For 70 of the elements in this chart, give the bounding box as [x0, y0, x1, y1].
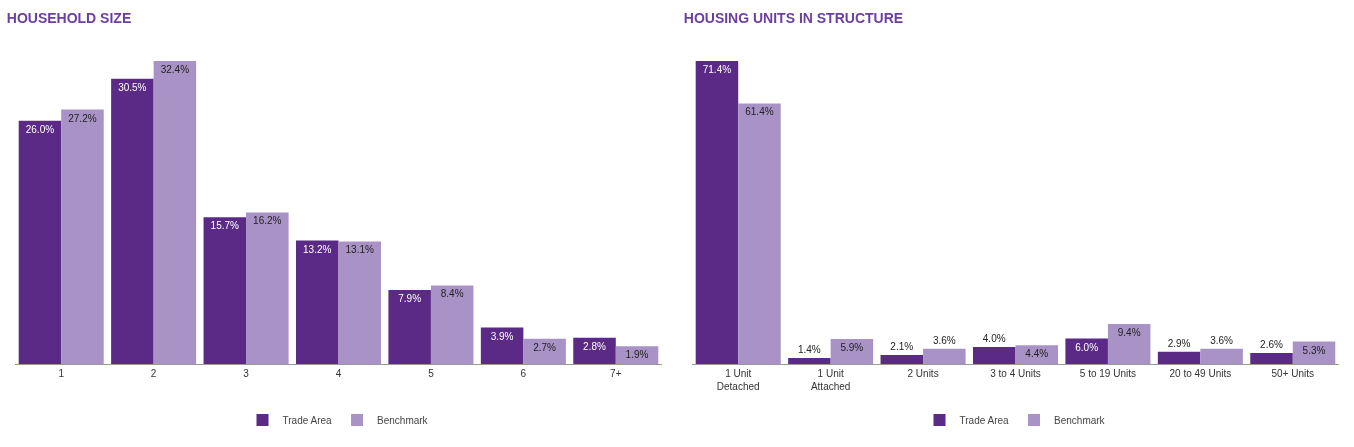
bar	[923, 348, 966, 364]
bar	[338, 241, 382, 364]
bar	[695, 60, 739, 364]
data-label: 2.7%	[533, 341, 557, 353]
data-label: 3.9%	[490, 330, 514, 342]
data-label: 9.4%	[1117, 327, 1141, 339]
bar	[1157, 351, 1201, 364]
bar	[246, 212, 289, 364]
data-label: 2.1%	[890, 341, 914, 353]
legend-label: Trade Area	[959, 414, 1010, 426]
data-label: 3.6%	[1210, 334, 1234, 346]
x-tick-label: 1	[58, 368, 65, 379]
x-tick-label: 7+	[610, 368, 622, 379]
data-label: 71.4%	[702, 63, 732, 75]
x-tick-label: 3 to 4 Units	[990, 368, 1041, 379]
x-tick-label: 20 to 49 Units	[1169, 368, 1232, 379]
legend-label: Trade Area	[282, 414, 333, 426]
bar	[1200, 348, 1243, 364]
bar	[1107, 324, 1151, 364]
x-tick-label: 1 Unit Detached	[716, 368, 760, 392]
x-tick-label: 4	[335, 368, 342, 379]
data-label: 4.0%	[982, 333, 1006, 345]
chart-title: HOUSEHOLD SIZE	[6, 10, 132, 27]
chart-title: HOUSING UNITS IN STRUCTURE	[683, 10, 904, 27]
data-label: 4.4%	[1025, 348, 1049, 360]
bar	[388, 290, 431, 364]
bar	[738, 103, 781, 364]
x-tick-label: 50+ Units	[1271, 368, 1315, 379]
data-label: 16.2%	[253, 215, 282, 227]
x-tick-label: 1 Unit Attached	[810, 368, 851, 392]
bar	[111, 78, 154, 364]
x-tick-label: 3	[243, 368, 250, 379]
data-label: 26.0%	[25, 123, 55, 135]
data-label: 61.4%	[745, 106, 774, 118]
data-label: 6.0%	[1075, 341, 1099, 353]
x-tick-label: 6	[520, 368, 527, 379]
data-label: 2.8%	[583, 340, 606, 352]
bar	[480, 327, 524, 364]
data-label: 15.7%	[210, 220, 240, 232]
data-label: 30.5%	[118, 81, 147, 93]
data-label: 13.1%	[345, 244, 374, 256]
bar	[203, 217, 247, 364]
bar	[153, 60, 197, 364]
data-label: 5.3%	[1302, 344, 1326, 356]
legend-label: Benchmark	[1054, 414, 1106, 426]
data-label: 32.4%	[160, 63, 190, 75]
data-label: 7.9%	[398, 293, 422, 305]
data-label: 2.6%	[1260, 338, 1283, 350]
bar	[61, 109, 104, 364]
x-tick-label: 2	[150, 368, 157, 379]
data-label: 5.9%	[840, 341, 864, 353]
bar	[972, 347, 1016, 364]
bar	[1250, 352, 1293, 364]
bar	[18, 120, 62, 364]
bar	[523, 338, 566, 364]
x-tick-label: 5 to 19 Units	[1079, 368, 1137, 379]
data-label: 8.4%	[440, 288, 464, 300]
x-tick-label: 2 Units	[907, 368, 939, 379]
bar	[788, 358, 831, 364]
bar	[295, 240, 339, 364]
data-label: 3.6%	[932, 334, 956, 346]
bar	[880, 355, 924, 364]
data-label: 13.2%	[303, 243, 332, 255]
data-label: 1.9%	[625, 349, 649, 361]
bar	[430, 285, 474, 364]
legend-label: Benchmark	[377, 414, 429, 426]
x-tick-label: 5	[428, 368, 435, 379]
data-label: 27.2%	[68, 112, 97, 124]
data-label: 1.4%	[797, 344, 821, 356]
data-label: 2.9%	[1167, 337, 1191, 349]
